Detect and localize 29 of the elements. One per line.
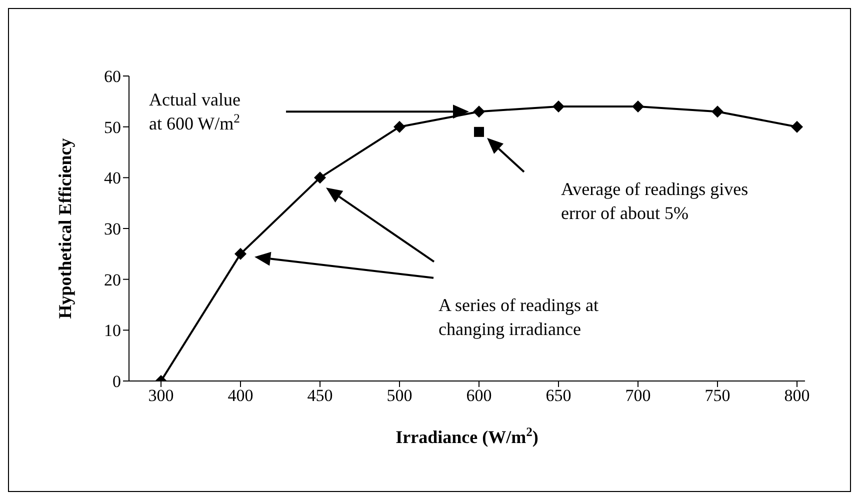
point xyxy=(632,100,644,112)
x-tick-label: 800 xyxy=(784,386,810,406)
point xyxy=(314,172,326,184)
x-tick-label: 400 xyxy=(228,386,254,406)
point xyxy=(712,106,724,118)
point xyxy=(791,120,803,133)
y-tick-label: 0 xyxy=(112,372,121,392)
x-tick-label: 750 xyxy=(704,386,730,406)
point xyxy=(394,120,406,133)
annotation: A series of readings at changing irradiance xyxy=(438,294,598,339)
x-tick-label: 600 xyxy=(466,386,492,406)
y-tick-label: 50 xyxy=(104,118,121,137)
x-tick-label: 700 xyxy=(625,386,651,406)
x-tick-label: 450 xyxy=(307,386,333,406)
annotation: Actual value at 600 W/m$^{2}$ xyxy=(149,90,240,134)
y-tick-label: 30 xyxy=(104,220,121,239)
y-tick-label: 40 xyxy=(104,168,121,188)
x-tick-label: 300 xyxy=(148,386,174,406)
x-axis-title: Irradiance (W/m$^{2}$) xyxy=(396,425,538,447)
point xyxy=(552,100,564,112)
point xyxy=(234,248,246,260)
y-tick-label: 60 xyxy=(104,67,121,86)
point xyxy=(473,106,485,118)
y-axis-title: Hypothetical Efficiency xyxy=(55,138,75,319)
annotation: Average of readings gives error of about 5% xyxy=(561,178,748,223)
x-tick-label: 650 xyxy=(546,386,572,406)
x-tick-label: 500 xyxy=(386,386,412,406)
y-tick-label: 10 xyxy=(104,321,121,340)
y-tick-label: 20 xyxy=(104,270,121,290)
